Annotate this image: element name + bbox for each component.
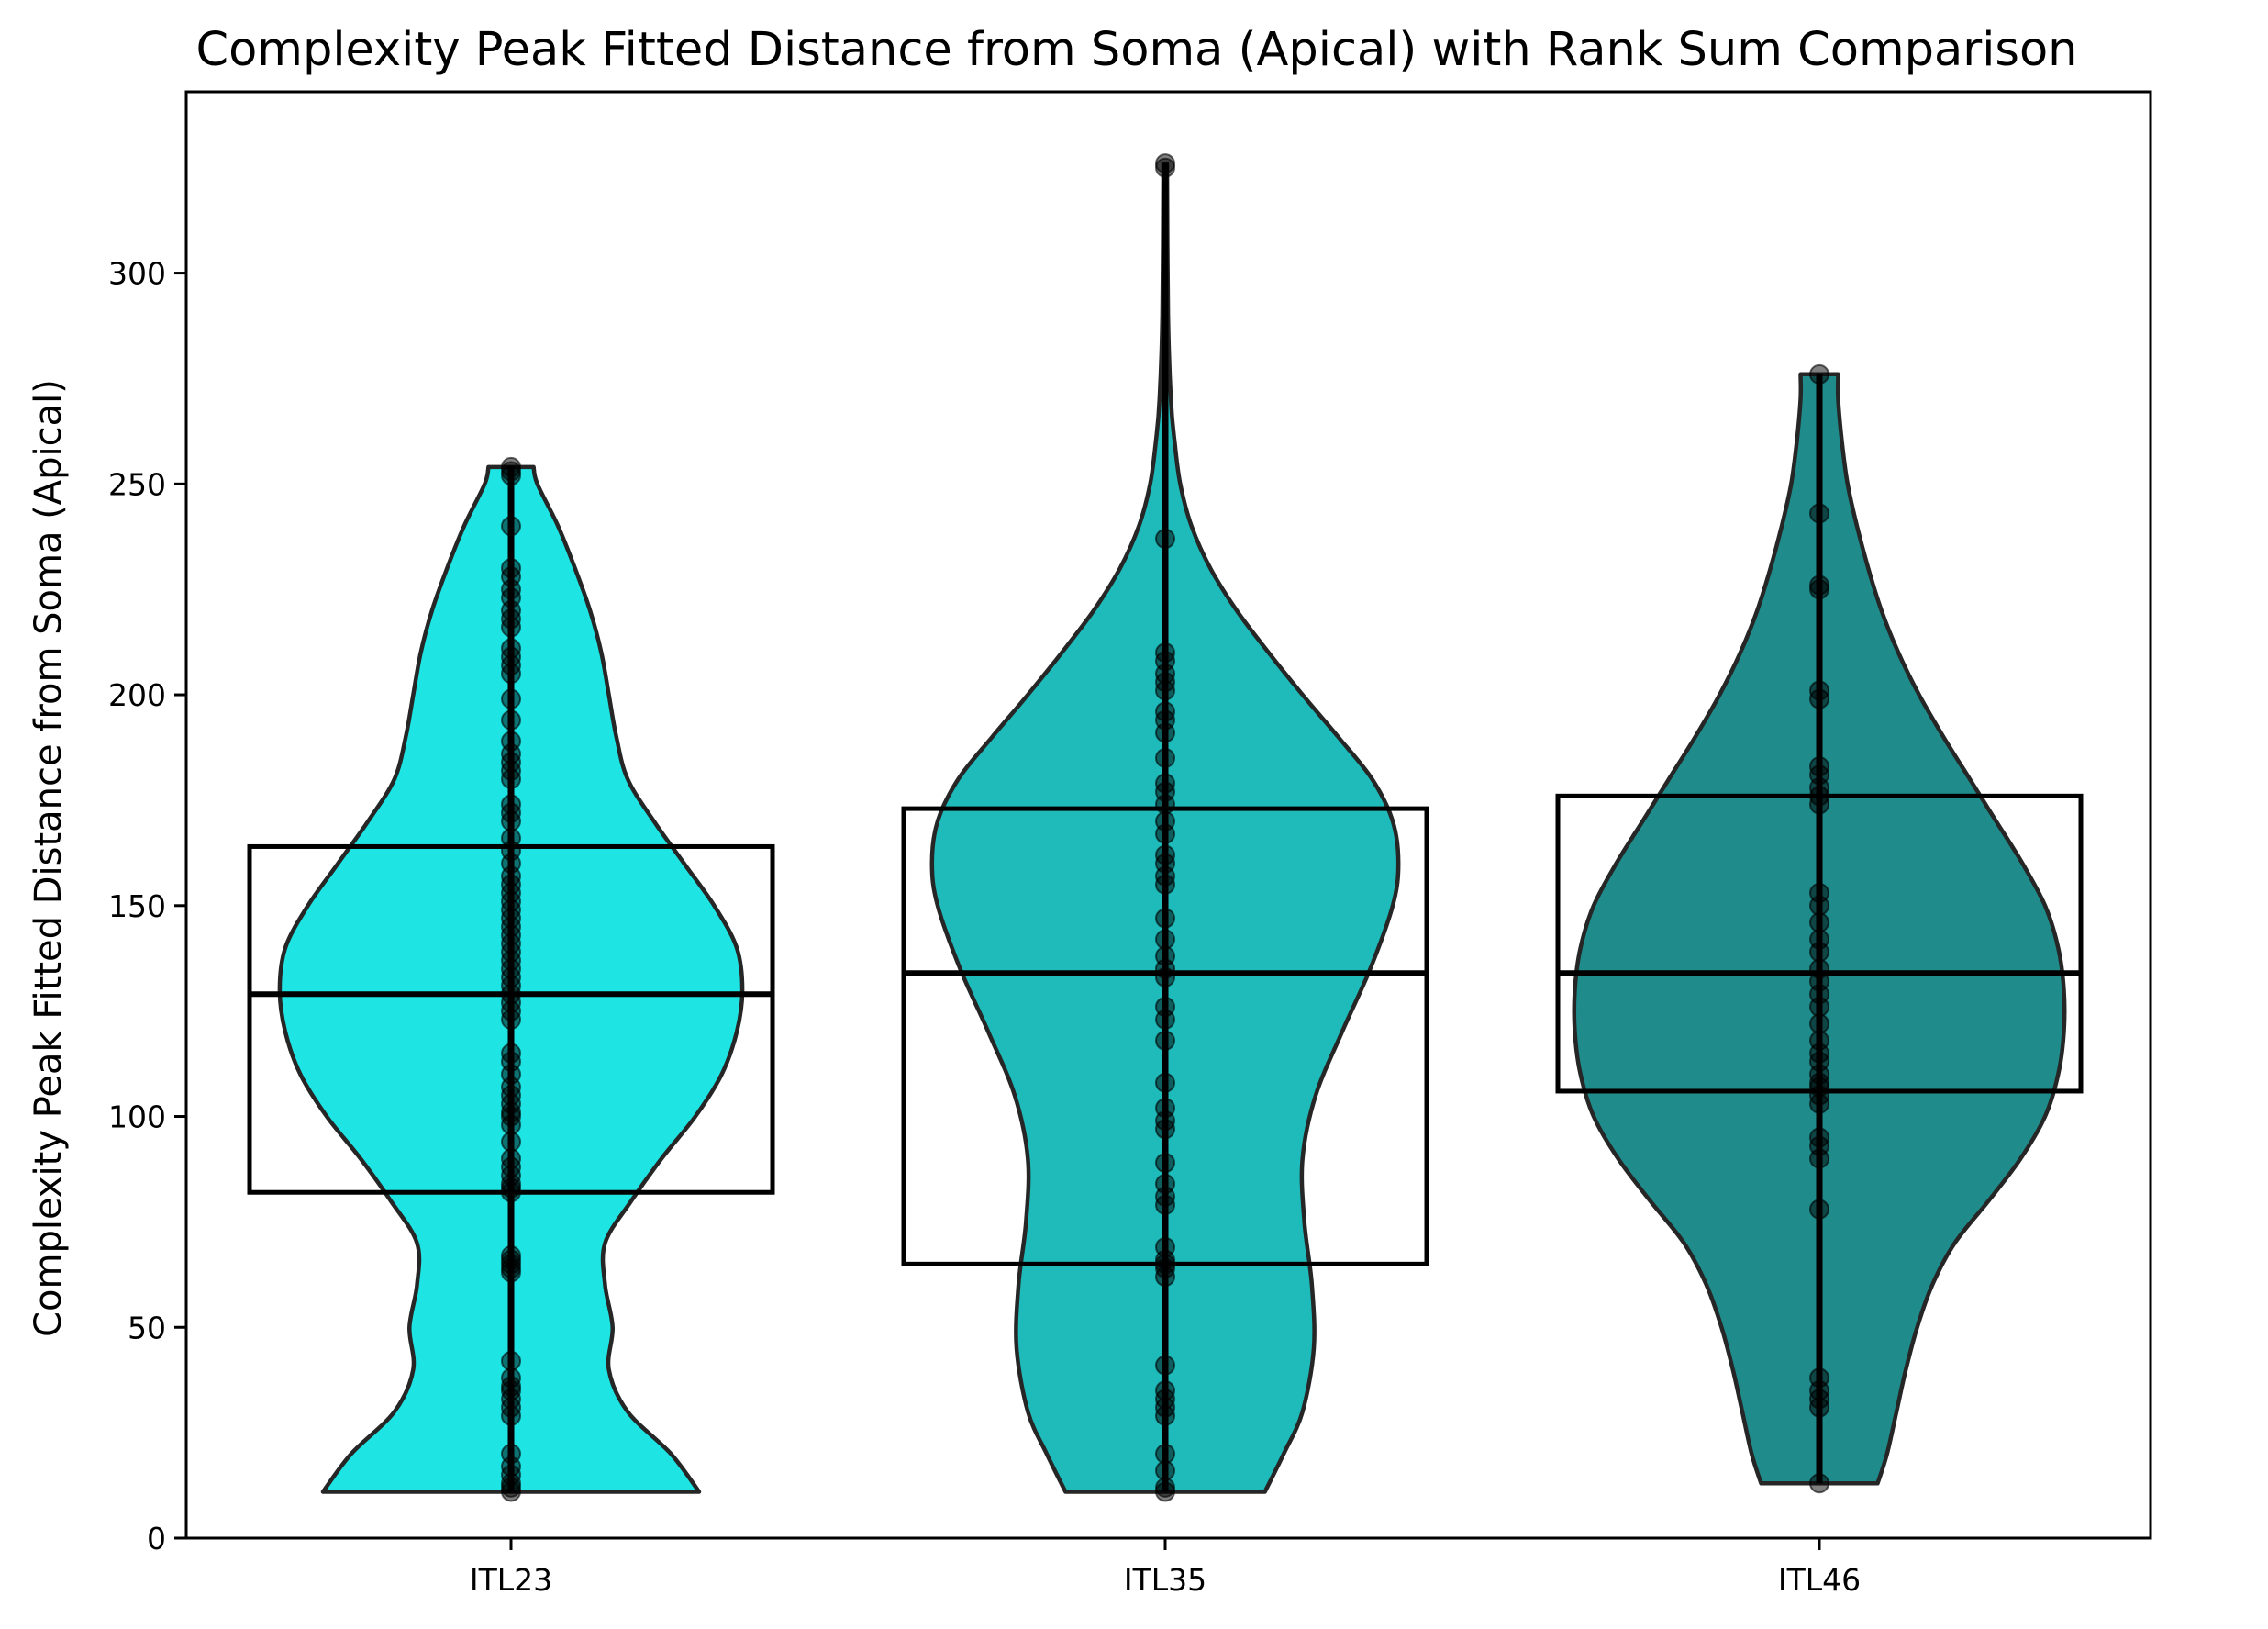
data-point xyxy=(1155,529,1175,550)
y-tick-label: 100 xyxy=(108,1099,166,1135)
data-point xyxy=(501,688,521,709)
violin-group-itl46 xyxy=(1555,363,2084,1494)
data-point xyxy=(1809,1473,1829,1494)
data-point xyxy=(1809,363,1829,385)
data-point xyxy=(1809,1127,1829,1148)
data-point xyxy=(501,1148,521,1169)
data-point xyxy=(1155,153,1175,174)
data-point xyxy=(501,1351,521,1372)
data-point xyxy=(501,1444,521,1465)
data-point xyxy=(1155,773,1175,794)
y-tick-label: 50 xyxy=(128,1310,166,1345)
data-point xyxy=(1809,1013,1829,1034)
y-tick-label: 300 xyxy=(108,256,166,292)
data-point xyxy=(1155,1355,1175,1376)
data-point xyxy=(1155,1380,1175,1401)
data-point xyxy=(1809,929,1829,950)
data-point xyxy=(1155,747,1175,768)
x-tick-label-itl23: ITL23 xyxy=(470,1562,552,1598)
data-point xyxy=(1155,642,1175,664)
data-point xyxy=(1155,1153,1175,1174)
violin-group-itl23 xyxy=(247,456,775,1502)
data-point xyxy=(501,1132,521,1153)
data-point xyxy=(1155,1236,1175,1257)
data-point xyxy=(501,638,521,659)
y-tick-label: 150 xyxy=(108,888,166,924)
data-point xyxy=(1155,1460,1175,1481)
y-tick-label: 250 xyxy=(108,466,166,502)
data-point xyxy=(1809,503,1829,524)
data-point xyxy=(1155,810,1175,831)
data-point xyxy=(1809,1367,1829,1389)
data-point xyxy=(1155,1174,1175,1195)
data-point xyxy=(1155,701,1175,722)
data-point xyxy=(1155,997,1175,1018)
data-point xyxy=(501,1367,521,1389)
data-point xyxy=(1809,883,1829,904)
x-tick-label-itl35: ITL35 xyxy=(1124,1562,1206,1598)
data-point xyxy=(1155,1444,1175,1465)
data-point xyxy=(1155,908,1175,929)
data-point xyxy=(1809,1199,1829,1220)
data-point xyxy=(1809,575,1829,596)
data-point xyxy=(501,731,521,752)
data-point xyxy=(1155,1477,1175,1498)
data-point xyxy=(1155,1098,1175,1119)
y-tick-label: 200 xyxy=(108,677,166,713)
axes-frame xyxy=(184,90,2152,1540)
data-point xyxy=(1155,945,1175,966)
data-point xyxy=(501,794,521,815)
violin-group-itl35 xyxy=(901,153,1429,1502)
data-point xyxy=(1809,680,1829,701)
data-point xyxy=(1155,1072,1175,1093)
data-point xyxy=(501,709,521,731)
data-point xyxy=(1809,1030,1829,1051)
data-point xyxy=(501,828,521,849)
data-point xyxy=(501,1043,521,1064)
plot-area: 0 50 100 150 200 250 300 ITL23 ITL35 ITL46 xyxy=(108,90,2152,1598)
data-point xyxy=(1155,1030,1175,1051)
data-point xyxy=(501,516,521,537)
data-point xyxy=(1809,912,1829,933)
data-point xyxy=(1155,929,1175,950)
x-tick-label-itl46: ITL46 xyxy=(1778,1562,1861,1598)
data-point xyxy=(501,558,521,579)
data-point xyxy=(1155,844,1175,865)
chart-title: Complexity Peak Fitted Distance from Som… xyxy=(195,23,2077,77)
data-point xyxy=(501,456,521,477)
data-point xyxy=(1809,958,1829,979)
data-point xyxy=(1809,756,1829,777)
y-tick-label: 0 xyxy=(147,1521,166,1556)
y-axis-label: Complexity Peak Fitted Distance from Som… xyxy=(28,379,70,1337)
data-point xyxy=(501,1245,521,1266)
